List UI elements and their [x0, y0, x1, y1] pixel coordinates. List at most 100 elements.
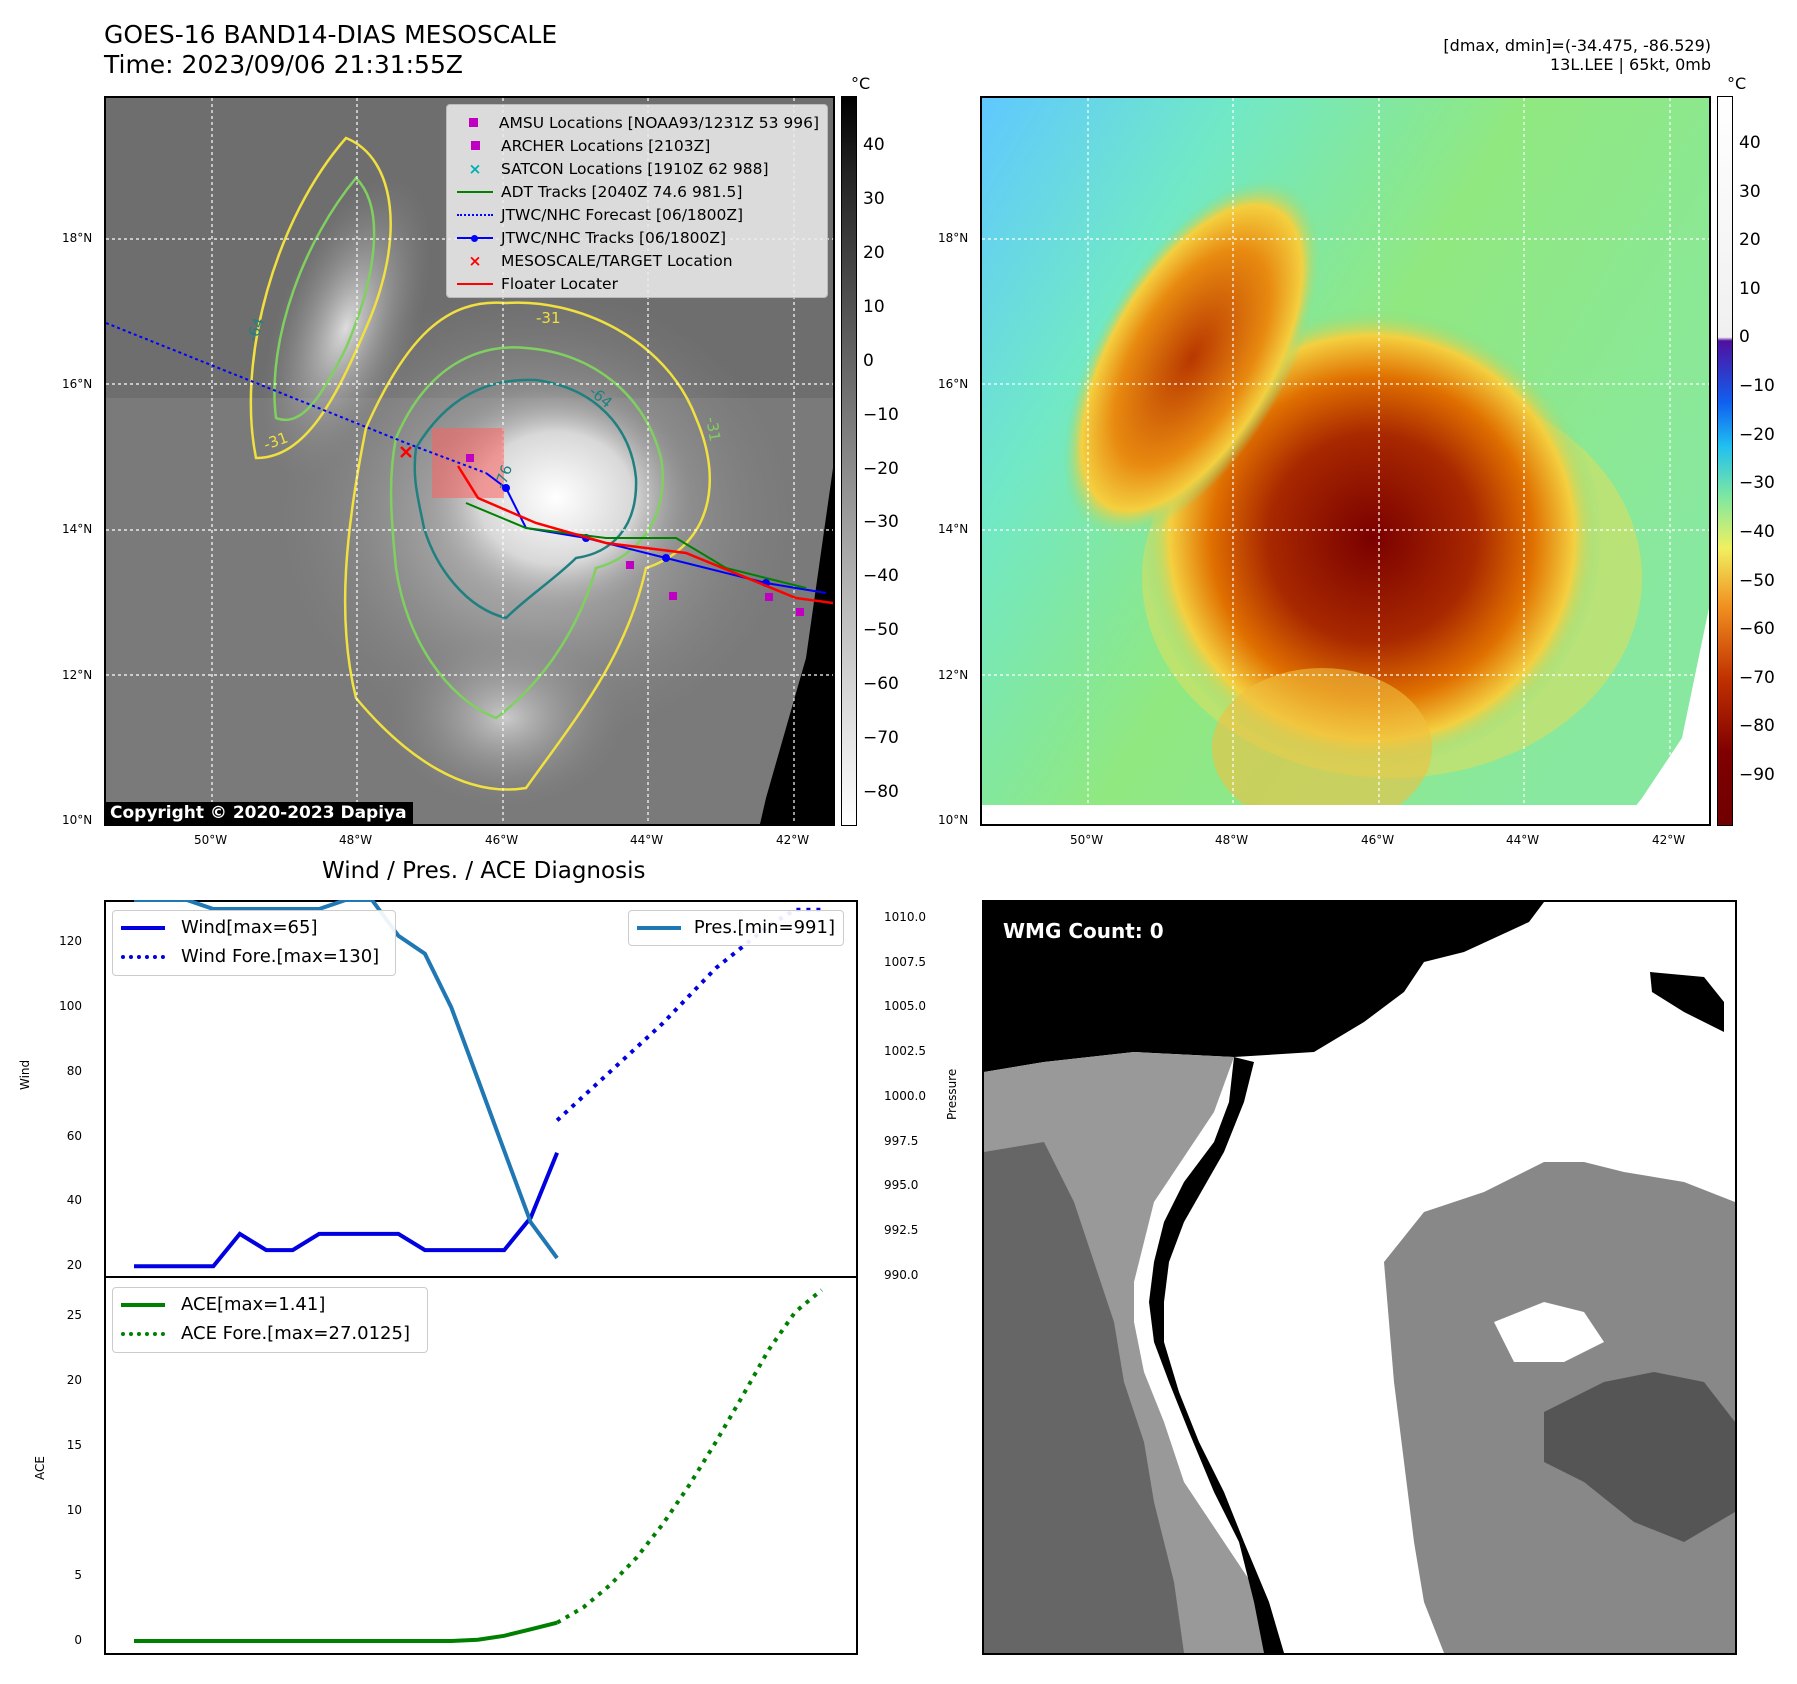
- wind-series: [134, 907, 822, 1269]
- pressure-axis-label: Pressure: [945, 1068, 959, 1120]
- legend-archer: ARCHER Locations [2103Z]: [455, 134, 819, 157]
- left-colorbar-unit: °C: [851, 74, 871, 93]
- wind-axis-tick-2: 80: [66, 1063, 82, 1078]
- right-colorbar-tick-6: −20: [1739, 424, 1775, 445]
- contour-green: [389, 346, 664, 720]
- wmg-panel: [982, 900, 1737, 1655]
- mesoscale-box: [432, 428, 504, 498]
- legend-wind: Wind[max=65]: [181, 917, 318, 938]
- left-colorbar-tick-10: −60: [863, 674, 899, 695]
- right-colorbar-tick-5: −10: [1739, 376, 1775, 397]
- lon-label-42w-right: 42°W: [1652, 833, 1686, 847]
- ace-axis-tick-1: 20: [66, 1373, 82, 1387]
- pressure-axis-tick-7: 992.5: [884, 1223, 919, 1238]
- left-colorbar-tick-6: −20: [863, 458, 899, 479]
- ace-axis-tick-5: 0: [74, 1633, 82, 1647]
- wmg-black-edge: [1149, 1057, 1284, 1653]
- wmg-black-top: [984, 902, 1544, 1072]
- wind-axis-tick-1: 100: [59, 998, 82, 1013]
- lat-label-18n-left: 18°N: [62, 231, 93, 245]
- ir-map-panel: -64 -31 -64 -31 -76 -31 AMSU Locations […: [104, 96, 835, 826]
- right-colorbar-tick-7: −30: [1739, 473, 1775, 494]
- dmax-dmin-text: [dmax, dmin]=(-34.475, -86.529): [1443, 36, 1711, 55]
- storm-info-text: 13L.LEE | 65kt, 0mb: [1549, 55, 1711, 74]
- legend-floater: Floater Locater: [455, 272, 819, 295]
- pressure-axis-tick-5: 997.5: [884, 1133, 919, 1148]
- title-line-1: GOES-16 BAND14-DIAS MESOSCALE: [104, 20, 558, 49]
- northwest-rainband: [1062, 178, 1322, 538]
- left-colorbar-tick-11: −70: [863, 728, 899, 749]
- lat-label-12n-left: 12°N: [62, 668, 93, 682]
- legend-wind-fore: Wind Fore.[max=130]: [181, 946, 380, 967]
- left-colorbar-tick-2: 20: [863, 242, 885, 263]
- pressure-axis-tick-1: 1007.5: [884, 954, 926, 969]
- map-gridlines-right: [982, 98, 1709, 824]
- target-marker: [400, 446, 412, 458]
- wind-axis-tick-0: 120: [59, 934, 82, 949]
- lat-label-10n-right: 10°N: [938, 813, 969, 827]
- legend-forecast: JTWC/NHC Forecast [06/1800Z]: [455, 203, 819, 226]
- wind-legend: Wind[max=65] Wind Fore.[max=130]: [112, 910, 396, 976]
- left-colorbar-tick-5: −10: [863, 404, 899, 425]
- left-colorbar-tick-4: 0: [863, 350, 874, 371]
- left-colorbar-tick-9: −50: [863, 620, 899, 641]
- left-colorbar: [841, 96, 857, 826]
- contour-yellow: [343, 301, 711, 791]
- ace-series: [134, 1288, 823, 1643]
- ace-axis-tick-2: 15: [66, 1438, 82, 1452]
- map-legend: AMSU Locations [NOAA93/1231Z 53 996] ARC…: [446, 104, 828, 298]
- copyright-badge: Copyright © 2020-2023 Dapiya: [104, 802, 413, 824]
- lat-label-14n-right: 14°N: [938, 522, 969, 536]
- right-colorbar-tick-4: 0: [1739, 327, 1750, 348]
- off-disk-area-right: [1622, 608, 1709, 824]
- right-colorbar-unit: °C: [1727, 74, 1747, 93]
- legend-ace: ACE[max=1.41]: [181, 1294, 326, 1315]
- pressure-axis-tick-8: 990.0: [884, 1268, 919, 1282]
- right-colorbar-tick-0: 40: [1739, 133, 1761, 153]
- color-ir-map-panel: [980, 96, 1711, 826]
- wmg-dark-gray-east: [1544, 1372, 1735, 1542]
- left-colorbar-tick-7: −30: [863, 512, 899, 533]
- legend-target: × MESOSCALE/TARGET Location: [468, 251, 733, 270]
- right-colorbar-tick-10: −60: [1739, 619, 1775, 640]
- legend-amsu: AMSU Locations [NOAA93/1231Z 53 996]: [455, 111, 819, 134]
- pressure-legend: Pres.[min=991]: [628, 910, 844, 946]
- lon-label-46w-right: 46°W: [1361, 833, 1395, 847]
- lon-label-48w-left: 48°W: [339, 833, 373, 847]
- right-colorbar-tick-8: −40: [1739, 521, 1775, 542]
- wind-axis-tick-3: 60: [66, 1128, 82, 1143]
- pressure-axis-tick-0: 1010.0: [884, 909, 926, 924]
- lat-label-12n-right: 12°N: [938, 668, 969, 682]
- pressure-axis-tick-2: 1005.0: [884, 999, 926, 1014]
- left-colorbar-tick-3: 10: [863, 296, 885, 317]
- right-colorbar-tick-9: −50: [1739, 570, 1775, 591]
- wind-line: [134, 1152, 559, 1269]
- color-ir-map-svg: [982, 98, 1709, 824]
- lat-label-18n-right: 18°N: [938, 231, 969, 245]
- wmg-dark-gray-west: [984, 1142, 1184, 1653]
- right-colorbar-tick-11: −70: [1739, 667, 1775, 688]
- pressure-axis-tick-3: 1002.5: [884, 1044, 926, 1059]
- lon-label-44w-right: 44°W: [1506, 833, 1540, 847]
- right-colorbar-tick-2: 20: [1739, 230, 1761, 251]
- diagnosis-title: Wind / Pres. / ACE Diagnosis: [322, 858, 646, 884]
- wmg-count-label: WMG Count: 0: [1003, 919, 1164, 943]
- amsu-markers: [466, 454, 804, 616]
- legend-pres: Pres.[min=991]: [693, 917, 835, 938]
- legend-ace-fore: ACE Fore.[max=27.0125]: [181, 1323, 410, 1344]
- lat-label-16n-right: 16°N: [938, 377, 969, 391]
- lon-label-46w-left: 46°W: [485, 833, 519, 847]
- lat-label-10n-left: 10°N: [62, 813, 93, 827]
- wmg-svg: [984, 902, 1735, 1653]
- lon-label-50w-left: 50°W: [194, 833, 228, 847]
- left-colorbar-tick-0: 40: [863, 135, 885, 155]
- pressure-axis-tick-6: 995.0: [884, 1178, 919, 1193]
- legend-adt: ADT Tracks [2040Z 74.6 981.5]: [455, 180, 819, 203]
- right-colorbar-tick-12: −80: [1739, 716, 1775, 737]
- right-colorbar-tick-3: 10: [1739, 278, 1761, 299]
- right-colorbar: [1717, 96, 1733, 826]
- ace-axis-tick-4: 5: [74, 1568, 82, 1582]
- ace-axis-label: ACE: [33, 1456, 47, 1480]
- wind-axis-label: Wind: [18, 1059, 32, 1090]
- adt-track: [465, 502, 807, 589]
